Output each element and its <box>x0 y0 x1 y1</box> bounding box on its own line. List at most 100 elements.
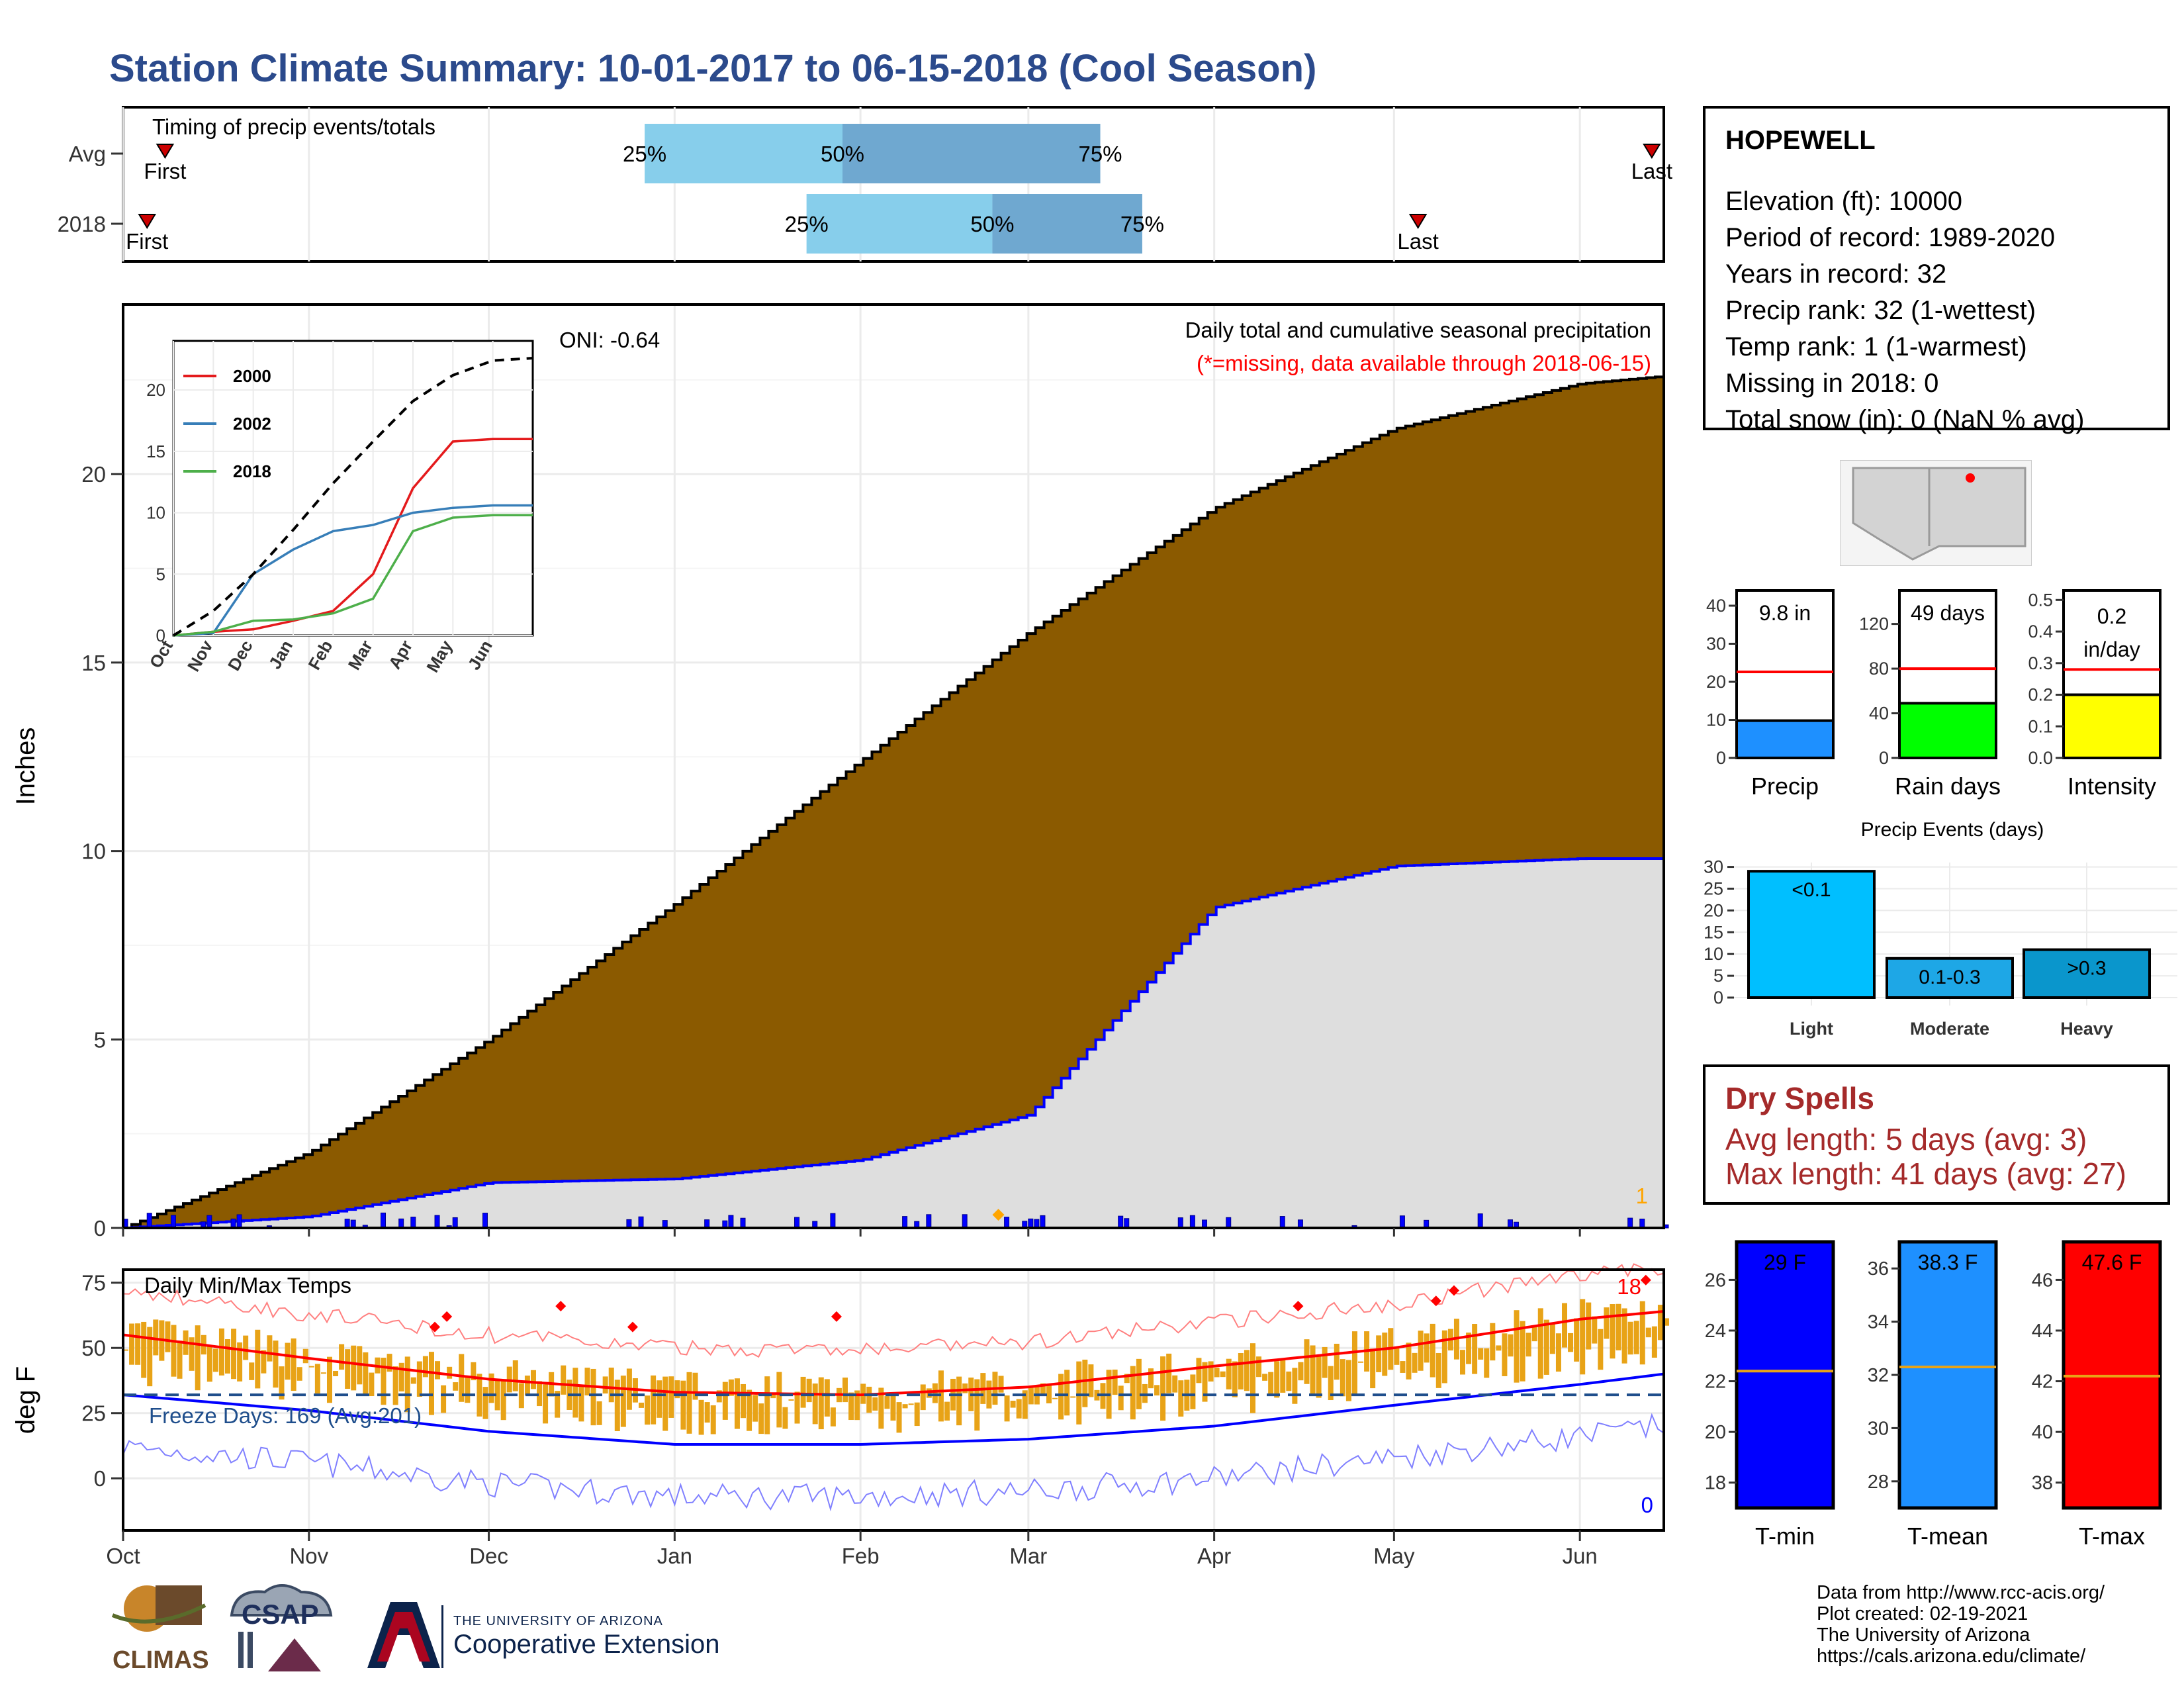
daily-temp-bar <box>333 1371 339 1376</box>
daily-precip-bar <box>1639 1219 1645 1229</box>
daily-temp-bar <box>1070 1396 1076 1398</box>
daily-temp-bar <box>1460 1350 1466 1375</box>
daily-temp-bar <box>920 1384 926 1411</box>
daily-temp-bar <box>1639 1301 1645 1365</box>
daily-temp-bar <box>500 1380 506 1421</box>
month-tick-label: Nov <box>289 1544 328 1568</box>
events-y-tick: 0 <box>1713 988 1723 1008</box>
daily-temp-bar <box>494 1379 500 1411</box>
credits-line: Data from http://www.rcc-acis.org/ <box>1817 1582 2105 1603</box>
y-tick-label: 0 <box>94 1216 106 1238</box>
daily-temp-bar <box>878 1387 884 1429</box>
daily-temp-bar <box>788 1399 794 1401</box>
daily-temp-bar <box>986 1380 992 1409</box>
station-name: HOPEWELL <box>1725 126 1876 155</box>
daily-temp-bar <box>1412 1352 1418 1373</box>
daily-temp-bar <box>1052 1397 1058 1399</box>
y-tick-label: 75 <box>81 1271 106 1295</box>
temp-summary-category: T-min <box>1755 1523 1815 1550</box>
freeze-days: Freeze Days: 169 (Avg:201) <box>149 1403 422 1428</box>
daily-temp-bar <box>1328 1366 1334 1401</box>
daily-temp-bar <box>1472 1324 1478 1374</box>
timing-p75: 75% <box>1120 212 1164 236</box>
dry-spells-box: Dry Spells Avg length: 5 days (avg: 3) M… <box>1703 1064 2170 1205</box>
daily-temp-bar <box>153 1319 159 1356</box>
daily-precip-bar <box>1399 1215 1405 1229</box>
ua-small-text: THE UNIVERSITY OF ARIZONA <box>453 1614 663 1628</box>
daily-temp-bar <box>752 1395 758 1422</box>
record-high-count: 18 <box>1617 1274 1641 1299</box>
daily-temp-bar <box>195 1325 201 1391</box>
daily-temp-bar <box>1358 1361 1364 1363</box>
daily-temp-bar <box>1142 1383 1148 1403</box>
daily-precip-bar <box>1124 1218 1130 1229</box>
daily-temp-bar <box>1022 1390 1028 1419</box>
daily-precip-bar <box>740 1217 746 1229</box>
record-low-line <box>122 1413 1664 1512</box>
daily-temp-bar <box>758 1403 764 1434</box>
temp-y-tick: 32 <box>1868 1365 1889 1386</box>
daily-temp-bar <box>662 1376 668 1431</box>
temp-y-tick: 24 <box>1705 1321 1726 1342</box>
station-info-box: HOPEWELL Elevation (ft): 10000 Period of… <box>1703 106 2170 434</box>
daily-temp-bar <box>1334 1343 1340 1380</box>
daily-temp-bar <box>722 1382 728 1420</box>
inset-series-line <box>173 514 533 637</box>
mini-y-tick: 0.1 <box>2028 716 2053 736</box>
daily-temp-bar <box>1310 1345 1316 1395</box>
daily-precip-bar <box>236 1214 242 1229</box>
credits-line: https://cals.arizona.edu/climate/ <box>1817 1646 2086 1667</box>
daily-temp-bar <box>206 1345 212 1382</box>
daily-precip-bar <box>638 1216 644 1229</box>
daily-temp-bar <box>1136 1358 1142 1409</box>
daily-temp-bar <box>1496 1345 1502 1351</box>
daily-temp-bar <box>428 1352 434 1415</box>
daily-temp-bar <box>1586 1302 1592 1350</box>
daily-temp-bar <box>231 1329 237 1380</box>
daily-temp-bar <box>224 1339 230 1374</box>
events-y-tick: 30 <box>1704 857 1723 877</box>
daily-precip-bar <box>728 1215 734 1229</box>
inset-legend-label: 2002 <box>233 414 271 434</box>
events-y-tick: 15 <box>1704 922 1723 942</box>
climas-logo: CLIMAS <box>111 1585 209 1674</box>
daily-temp-bar <box>902 1404 908 1409</box>
timing-p25: 25% <box>785 212 829 236</box>
month-tick-label: Feb <box>842 1544 880 1568</box>
daily-temp-bar <box>776 1372 782 1428</box>
temp-y-tick: 46 <box>2032 1270 2053 1291</box>
daily-temp-bar <box>1520 1321 1525 1382</box>
temp-frame <box>122 1268 1665 1532</box>
daily-temp-bar <box>1441 1330 1447 1383</box>
daily-precip-bar <box>1226 1217 1232 1229</box>
daily-temp-bar <box>800 1376 806 1408</box>
dry-spells-max: Max length: 41 days (avg: 27) <box>1725 1156 2126 1191</box>
avg-max-line <box>122 1310 1664 1397</box>
daily-temp-bar <box>273 1340 279 1388</box>
daily-temp-bar <box>806 1378 812 1403</box>
events-bar <box>2023 948 2151 999</box>
daily-temp-bar <box>404 1356 410 1413</box>
daily-precip-bar <box>1040 1215 1046 1229</box>
daily-temp-bar <box>818 1377 824 1430</box>
daily-temp-bar <box>1076 1361 1082 1425</box>
daily-temp-bar <box>614 1380 620 1432</box>
daily-temp-bar <box>147 1327 153 1387</box>
daily-temp-bar <box>734 1378 740 1429</box>
daily-temp-bar <box>1621 1308 1627 1364</box>
daily-temp-bar <box>314 1364 320 1394</box>
temp-summary-value: 29 F <box>1764 1250 1806 1274</box>
temp-summary-bar <box>1897 1240 1998 1510</box>
daily-temp-bar <box>1484 1348 1490 1378</box>
events-bar-label: <0.1 <box>1792 879 1831 901</box>
mini-y-tick: 30 <box>1706 634 1726 654</box>
climas-wordmark: CLIMAS <box>113 1646 209 1674</box>
ua-big-text: Cooperative Extension <box>453 1630 719 1659</box>
daily-temp-bar <box>1028 1385 1034 1405</box>
daily-temp-bar <box>674 1380 680 1399</box>
precip-caption: Daily total and cumulative seasonal prec… <box>1185 318 1651 342</box>
daily-temp-bar <box>339 1344 345 1370</box>
csap-wordmark: CSAP <box>242 1599 319 1630</box>
daily-temp-bar <box>1322 1346 1328 1378</box>
mini-y-tick: 0 <box>1879 748 1889 768</box>
